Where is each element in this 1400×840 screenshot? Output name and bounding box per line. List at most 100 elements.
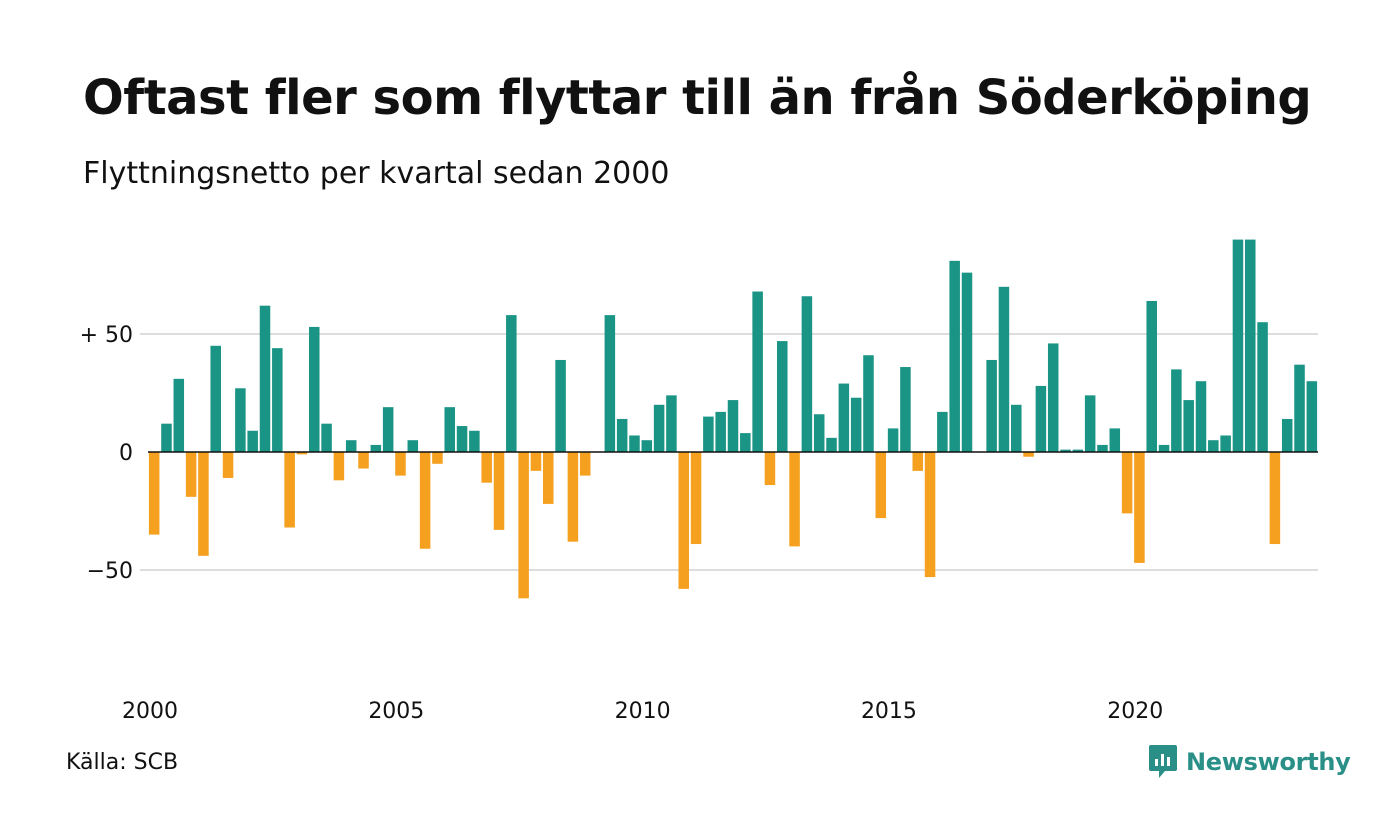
bar [875,452,887,519]
bar [345,440,357,452]
bar [419,452,431,549]
chart-subtitle: Flyttningsnetto per kvartal sedan 2000 [83,156,670,191]
bar [924,452,936,578]
bar [616,418,628,452]
bar [358,452,369,469]
bar [777,341,788,452]
bar [1060,449,1071,452]
x-tick-label: 2020 [1107,699,1163,724]
bar [469,430,480,452]
bar [321,423,332,452]
bar [1146,300,1157,452]
bar [518,452,529,599]
x-tick-label: 2010 [615,699,671,724]
grid-lines [140,333,1318,571]
bar [789,452,800,547]
bar [1097,444,1108,452]
bar [1084,395,1096,452]
bar [185,452,197,497]
bar [1306,381,1318,452]
bar [715,411,726,452]
bar [1294,364,1305,452]
source-note: Källa: SCB [66,750,179,775]
bar [198,452,209,556]
bar [1109,428,1121,452]
bar [173,378,185,452]
bar [579,452,591,476]
bar [370,444,382,452]
bar [604,315,616,452]
bar [222,452,234,478]
chart-title: Oftast fler som flyttar till än från Söd… [83,70,1312,126]
newsworthy-logo: Newsworthy [1148,744,1351,780]
bar [752,291,763,452]
bar [272,348,283,452]
bar [1269,452,1281,545]
bar [148,452,160,535]
bar [937,411,948,452]
bar [629,435,640,452]
bar [961,272,973,452]
bar [727,400,739,452]
bar [333,452,345,481]
bar [296,452,308,455]
bar [678,452,689,589]
bar [444,407,455,452]
newsworthy-icon [1149,745,1177,778]
bar [1171,369,1182,452]
x-tick-label: 2015 [861,699,917,724]
bar [407,440,419,452]
bar [1281,418,1293,452]
bar [850,397,862,452]
bar [1134,452,1145,563]
bar [813,414,825,452]
bar [949,260,960,452]
bar [259,305,271,452]
bar [1183,400,1194,452]
x-tick-label: 2005 [368,699,424,724]
bar [1257,322,1268,452]
bar [1035,385,1047,452]
bar-chart: + 50 0 −50 2000 2005 2010 2015 2020 [80,239,1318,724]
bar [210,345,221,452]
bar [432,452,443,464]
bar [998,286,1010,452]
bar [1072,449,1084,452]
bar [235,388,246,452]
y-tick-label: −50 [87,559,133,584]
bar [1121,452,1133,514]
bar [567,452,579,542]
axes: + 50 0 −50 2000 2005 2010 2015 2020 [80,323,1318,724]
y-tick-label: + 50 [80,323,133,348]
bar [690,452,702,545]
bar [382,407,394,452]
bar [161,423,172,452]
bar [1232,239,1244,452]
y-tick-label: 0 [119,441,133,466]
bar [764,452,776,486]
bar [1023,452,1034,457]
bar [887,428,899,452]
brand-name: Newsworthy [1186,748,1351,776]
bar [666,395,677,452]
bar [481,452,492,483]
bar [1158,444,1170,452]
bar [284,452,295,528]
bar [1047,343,1059,452]
bar [826,437,837,452]
bar [1011,404,1022,452]
bar [653,404,665,452]
bar [493,452,505,530]
bar [543,452,554,504]
bar [1195,381,1207,452]
x-tick-label: 2000 [122,699,178,724]
bar [986,359,997,452]
bar [740,433,751,452]
bar [247,430,258,452]
bar [801,296,813,452]
bar [1220,435,1231,452]
bar [912,452,923,471]
bar [530,452,542,471]
bar [1245,239,1256,452]
bar [555,359,566,452]
